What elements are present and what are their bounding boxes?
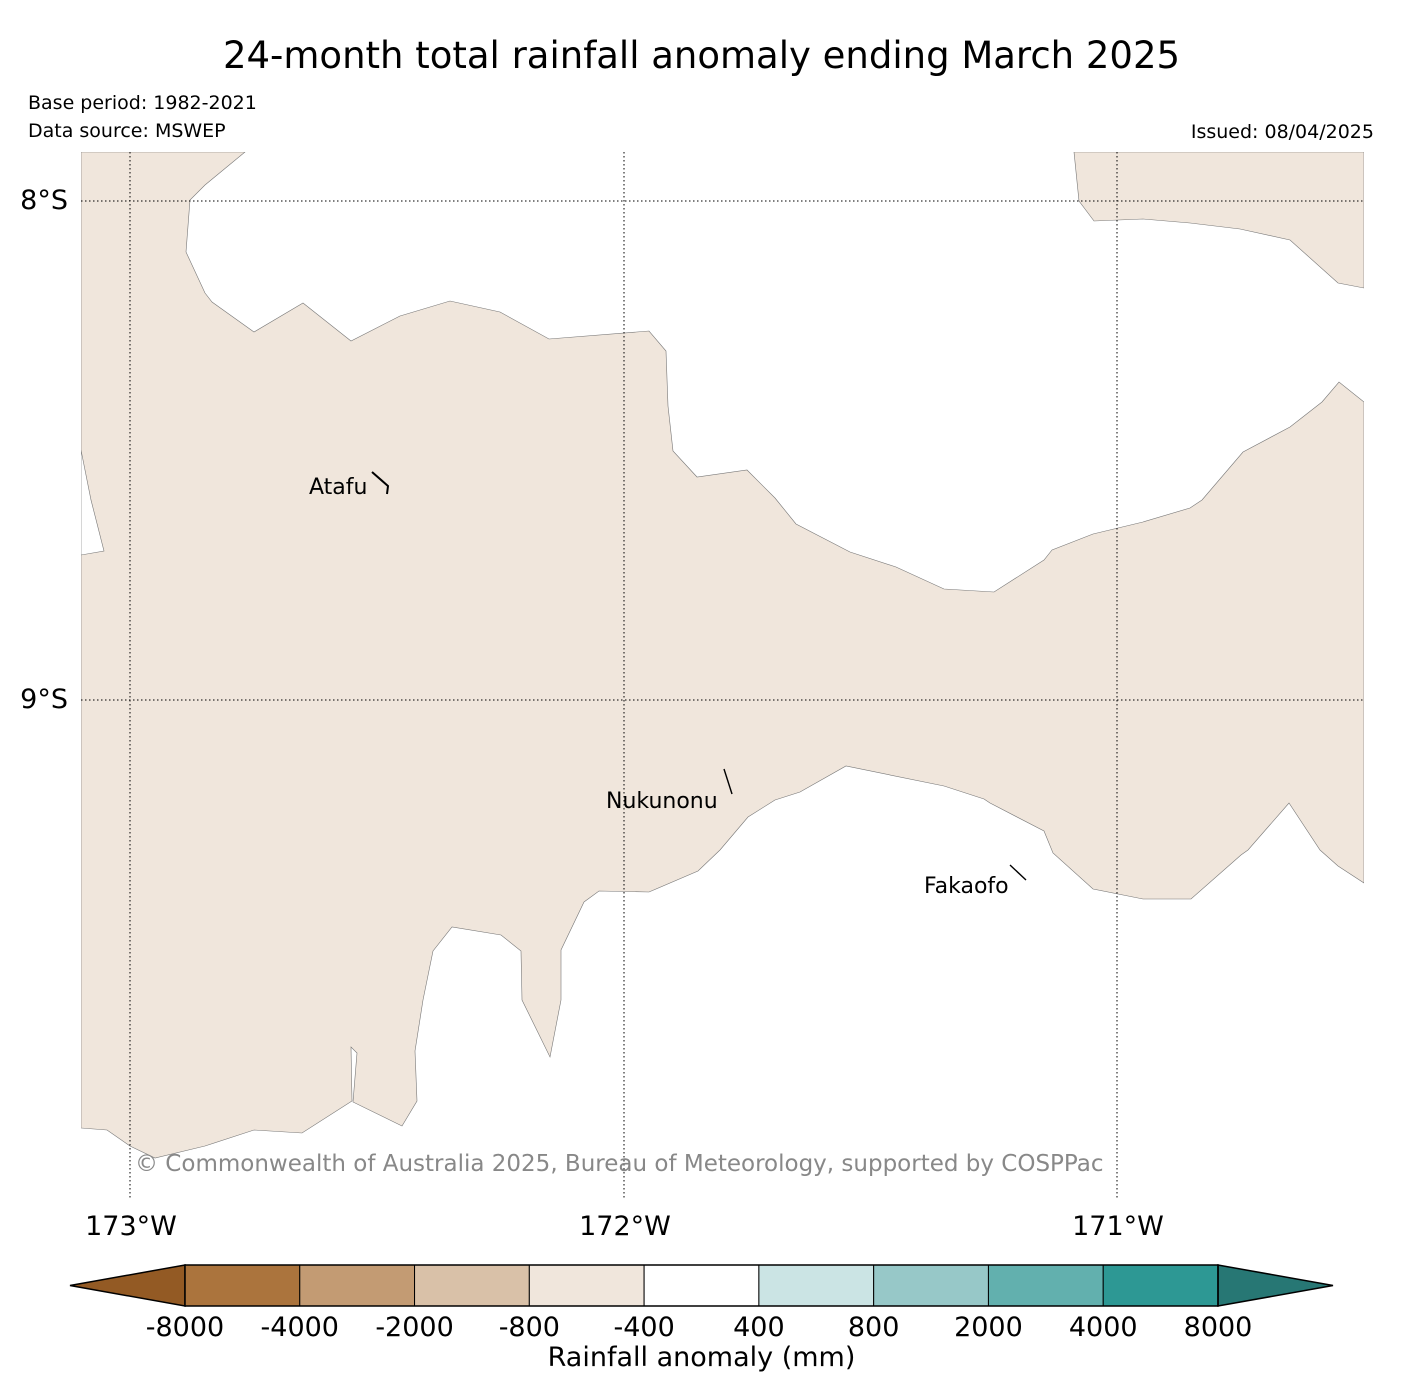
colorbar-extend-high — [1217, 1264, 1334, 1307]
place-label-fakaofo: Fakaofo — [924, 874, 1009, 899]
lon-label-173w: 173°W — [85, 1211, 177, 1242]
place-label-nukunonu: Nukunonu — [606, 789, 718, 814]
colorbar-extend-low — [69, 1264, 186, 1307]
colorbar-outline — [184, 1264, 1219, 1307]
colorbar-segment — [299, 1264, 416, 1307]
base-period-label: Base period: 1982-2021 — [28, 92, 257, 114]
issued-date-label: Issued: 08/04/2025 — [1190, 121, 1374, 143]
colorbar-segment — [1102, 1264, 1219, 1307]
copyright-notice: © Commonwealth of Australia 2025, Bureau… — [135, 1151, 1104, 1177]
colorbar-tick-label: 400 — [733, 1312, 785, 1343]
lat-label-9s: 9°S — [20, 684, 68, 715]
colorbar-tick-label: -4000 — [260, 1312, 339, 1343]
colorbar-tick-label: -800 — [498, 1312, 560, 1343]
colorbar-segment — [528, 1264, 645, 1307]
colorbar-segment — [758, 1264, 875, 1307]
colorbar-tick-label: 4000 — [1068, 1312, 1138, 1343]
rainfall-field-main — [81, 152, 1364, 1159]
nukunonu-atoll-outline — [723, 768, 733, 795]
colorbar-tick-label: 8000 — [1183, 1312, 1253, 1343]
colorbar-segment — [643, 1264, 760, 1307]
map-title: 24-month total rainfall anomaly ending M… — [222, 34, 1181, 77]
place-label-atafu: Atafu — [309, 475, 367, 500]
colorbar-segment — [873, 1264, 989, 1307]
colorbar-tick-label: 2000 — [954, 1312, 1023, 1343]
graticule — [81, 152, 1364, 1200]
map-panel: 8°S 9°S 173°W 172°W 171°W Atafu Nukunonu… — [20, 152, 1364, 1242]
data-source-label: Data source: MSWEP — [28, 120, 226, 142]
atafu-atoll-outline — [371, 471, 390, 495]
colorbar-tick-label: 800 — [847, 1312, 900, 1343]
colorbar-tick-label: -2000 — [375, 1312, 454, 1343]
colorbar-segment — [184, 1264, 301, 1307]
colorbar-segment — [987, 1264, 1104, 1307]
lon-label-171w: 171°W — [1072, 1211, 1164, 1242]
lat-label-8s: 8°S — [20, 185, 68, 216]
colorbar-tick-label: -400 — [613, 1312, 675, 1343]
ocean-notch-west — [81, 449, 105, 556]
fakaofo-atoll-outline — [1009, 864, 1027, 881]
rainfall-field-northeast — [1073, 152, 1364, 289]
colorbar-segment — [414, 1264, 530, 1307]
colorbar-label: Rainfall anomaly (mm) — [547, 1342, 856, 1373]
colorbar-tick-label: -8000 — [145, 1312, 225, 1343]
lon-label-172w: 172°W — [579, 1211, 671, 1242]
